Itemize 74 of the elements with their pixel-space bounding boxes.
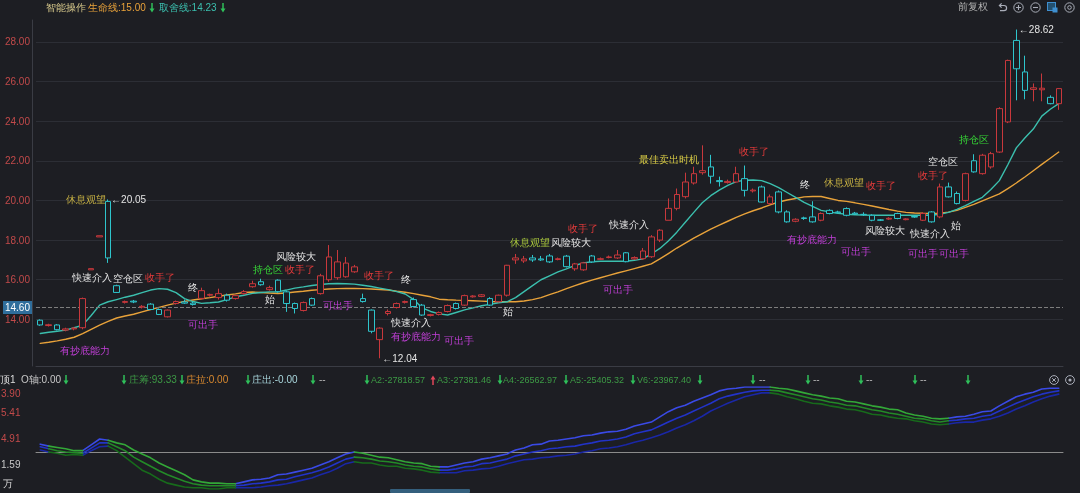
text: V6:-23967.40 <box>637 374 692 386</box>
text: -- <box>759 374 766 386</box>
text: O轴:0.00 <box>21 374 62 386</box>
text: -- <box>813 374 820 386</box>
text: 生命线:15.00 <box>88 1 146 14</box>
y-tick-label: 26.00 <box>4 75 31 87</box>
annotation: 收手了 <box>917 170 948 182</box>
annotation: 收手了 <box>364 270 395 282</box>
annotation: 持仓区 <box>253 264 284 276</box>
annotation: 收手了 <box>866 180 897 192</box>
annotation: ←12.04 <box>382 352 418 365</box>
annotation: 终 <box>799 179 810 191</box>
text: A5:-25405.32 <box>570 374 625 386</box>
annotation: 可出手 <box>939 248 970 260</box>
y-tick-label: 14.00 <box>4 313 31 325</box>
annotation: 可出手 <box>444 335 475 347</box>
annotation: 有抄底能力 <box>59 345 110 357</box>
text: 5.41 <box>1 407 21 419</box>
y-tick-label: 16.00 <box>4 274 31 286</box>
annotation: 最佳卖出时机 <box>638 154 699 166</box>
text: A2:-27818.57 <box>371 374 426 386</box>
text: A4:-26562.97 <box>503 374 558 386</box>
y-tick-label: 22.00 <box>4 155 31 167</box>
annotation: 有抄底能力 <box>390 331 441 343</box>
legend-title: 智能操作 <box>46 1 86 14</box>
annotation: 风险较大 <box>276 251 317 263</box>
ref-line-label: 14.60 <box>4 302 31 314</box>
text: 庄出:-0.00 <box>252 374 298 386</box>
annotation: 始 <box>265 294 276 306</box>
annotation: 收手了 <box>284 264 315 276</box>
annotation: 风险较大 <box>551 237 592 249</box>
annotation: 可出手 <box>840 246 871 258</box>
text: A3:-27381.46 <box>437 374 492 386</box>
annotation: 有抄底能力 <box>787 234 838 246</box>
annotation: 可出手 <box>187 319 218 331</box>
annotation: 终 <box>400 274 411 286</box>
text: 庄筹:93.33 <box>129 374 177 386</box>
annotation: 风险较大 <box>865 225 906 237</box>
chart-title: 顶1 <box>0 374 16 386</box>
y-tick-label: 18.00 <box>4 234 31 246</box>
text: 1.59 <box>1 459 21 471</box>
text: 取舍线:14.23 <box>158 1 217 14</box>
annotation: ←28.62 <box>1018 23 1054 36</box>
text: -- <box>319 374 326 386</box>
y-tick-label: 28.00 <box>4 36 31 48</box>
text: 4.91 <box>1 433 21 445</box>
annotation: 休息观望 <box>65 194 106 206</box>
text: 庄拉:0.00 <box>186 374 229 386</box>
y-axis-title: 万 <box>3 478 13 490</box>
annotation: 空仓区 <box>928 156 959 168</box>
y-tick-label: 20.00 <box>4 194 31 206</box>
annotation: 终 <box>187 282 198 294</box>
text: 前复权 <box>958 1 988 13</box>
annotation: 始 <box>502 306 513 318</box>
annotation: 快速介入 <box>608 219 649 231</box>
annotation: 快速介入 <box>390 317 431 329</box>
annotation: 快速介入 <box>71 272 112 284</box>
annotation: ←20.05 <box>111 194 147 206</box>
annotation: 休息观望 <box>823 177 864 189</box>
annotation: 收手了 <box>144 272 175 284</box>
y-tick-label: 24.00 <box>4 115 31 127</box>
annotation: 休息观望 <box>509 237 550 249</box>
annotation: 快速介入 <box>910 228 951 240</box>
annotation: 持仓区 <box>959 134 990 146</box>
annotation: 收手了 <box>568 223 599 235</box>
annotation: 可出手 <box>907 248 938 260</box>
annotation: 空仓区 <box>113 273 144 285</box>
annotation: 收手了 <box>738 146 769 158</box>
text: -- <box>866 374 873 386</box>
text: 3.90 <box>1 388 21 400</box>
annotation: 始 <box>950 220 961 232</box>
annotation: 可出手 <box>602 284 633 296</box>
text: -- <box>920 374 927 386</box>
annotation: 可出手 <box>322 300 353 312</box>
